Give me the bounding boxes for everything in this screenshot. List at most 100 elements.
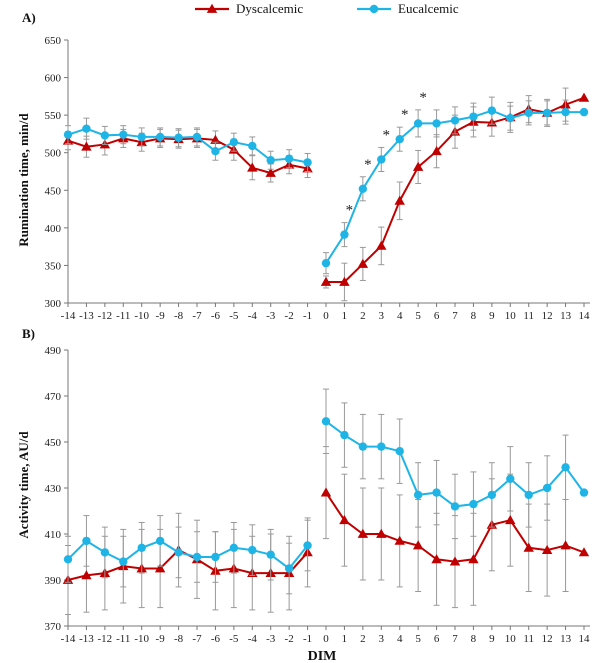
panel-b-eucalcemic-point [82, 536, 91, 546]
panel-a-dyscalcemic-point [210, 134, 221, 144]
panel-a-eucalcemic-point [174, 133, 183, 142]
panel-b-dyscalcemic-point [154, 563, 166, 573]
panel-a-eucalcemic-point [63, 130, 73, 139]
panel-a-x-tick-label: -13 [79, 310, 94, 322]
panel-a-x-tick-label: -7 [192, 310, 202, 322]
panel-b-eucalcemic-point [469, 499, 478, 509]
panel-a-x-tick-label: -14 [61, 310, 76, 322]
panel-b-eucalcemic-point [524, 490, 533, 500]
panel-a-dyscalcemic-line [67, 137, 308, 175]
panel-b-eucalcemic-point [561, 463, 570, 472]
panel-b-x-tick-label: 10 [505, 633, 517, 645]
panel-b-dyscalcemic-point [578, 547, 590, 557]
panel-b-y-tick-label: 390 [45, 575, 62, 587]
panel-b-x-tick-label: 0 [323, 633, 329, 645]
panel-a-significance-marker: * [364, 157, 372, 173]
panel-a-x-tick-label: -2 [285, 310, 294, 322]
panel-a-eucalcemic-point [506, 113, 515, 123]
panel-b-eucalcemic-point [303, 541, 312, 550]
panel-b-x-tick-label: 12 [542, 633, 553, 645]
panel-b-eucalcemic-point [192, 552, 202, 562]
legend: Dyscalcemic Eucalcemic [195, 1, 459, 16]
panel-a-eucalcemic-point [524, 108, 533, 118]
panel-a-eucalcemic-point [487, 106, 497, 115]
panel-b-x-tick-label: -8 [174, 633, 184, 645]
panel-a-x-tick-label: 1 [342, 310, 348, 322]
panel-b-eucalcemic-point [174, 548, 183, 557]
panel-b-eucalcemic-point [119, 557, 128, 566]
panel-b-x-tick-label: -5 [229, 633, 239, 645]
panel-b-eucalcemic-point [542, 483, 552, 493]
panel-b-eucalcemic-point [395, 447, 404, 456]
panel-b-x-tick-label: -9 [156, 633, 166, 645]
panel-a-label: A) [22, 10, 36, 25]
panel-a-dyscalcemic-point [357, 258, 369, 268]
panel-a-eucalcemic-point [100, 131, 110, 140]
panel-a-eucalcemic-point [321, 258, 331, 268]
panel-a-eucalcemic-point [137, 132, 146, 142]
panel-a-eucalcemic-point [450, 116, 460, 125]
panel-a-eucalcemic-point [358, 184, 368, 193]
panel-b-eucalcemic-point [137, 543, 146, 552]
panel-b-eucalcemic-point [579, 488, 589, 497]
panel-b-x-tick-label: 9 [489, 633, 495, 645]
legend-eucalcemic-marker [369, 4, 379, 14]
panel-b: B) Activity time, AU/d DIM 3703904104304… [16, 326, 590, 663]
panel-a-x-tick-label: 5 [415, 310, 421, 322]
panel-b-label: B) [22, 326, 35, 341]
panel-b-x-tick-label: 7 [452, 633, 458, 645]
panel-a-eucalcemic-point [413, 119, 423, 128]
panel-b-dyscalcemic-point [541, 544, 553, 554]
panel-b-dyscalcemic-point [412, 540, 424, 550]
panel-a-y-tick-label: 500 [45, 148, 62, 160]
panel-a-eucalcemic-point [248, 141, 257, 151]
panel-b-x-tick-label: -11 [116, 633, 130, 645]
panel-a-y-tick-label: 550 [45, 110, 62, 122]
panel-b-x-tick-label: 3 [379, 633, 385, 645]
x-axis-title: DIM [308, 649, 337, 663]
panel-a-eucalcemic-point [395, 134, 404, 144]
panel-a-eucalcemic-point [229, 137, 239, 147]
panel-a-eucalcemic-point [561, 107, 570, 117]
panel-a-dyscalcemic-point [431, 146, 442, 156]
panel-a-x-tick-label: 8 [471, 310, 477, 322]
panel-b-dyscalcemic-point [320, 487, 332, 497]
panel-b-dyscalcemic-point [394, 535, 405, 545]
panel-a-x-tick-label: -12 [98, 310, 113, 322]
panel-a-significance-marker: * [346, 203, 354, 219]
panel-b-eucalcemic-point [432, 488, 441, 497]
panel-a-dyscalcemic-point [394, 195, 405, 205]
panel-b-x-tick-label: -4 [248, 633, 258, 645]
panel-b-x-tick-label: 11 [523, 633, 534, 645]
panel-a-eucalcemic-point [340, 230, 349, 239]
panel-b-eucalcemic-point [358, 442, 368, 451]
panel-b-x-tick-label: 8 [471, 633, 477, 645]
panel-a-y-tick-label: 350 [45, 260, 62, 272]
panel-a-x-tick-label: 6 [434, 310, 440, 322]
panel-b-x-tick-label: 2 [360, 633, 366, 645]
panel-a-eucalcemic-point [266, 156, 275, 165]
panel-a-y-axis-title: Rumination time, min/d [16, 113, 31, 247]
panel-b-y-tick-label: 410 [45, 529, 62, 541]
panel-a-x-tick-label: -11 [116, 310, 130, 322]
panel-a-eucalcemic-point [284, 154, 294, 163]
panel-a-eucalcemic-point [82, 124, 91, 133]
panel-b-dyscalcemic-point [357, 528, 369, 538]
panel-b-eucalcemic-point [413, 490, 423, 500]
panel-b-y-tick-label: 470 [45, 391, 62, 403]
panel-a-y-tick-label: 650 [45, 35, 62, 47]
panel-b-y-axis-title: Activity time, AU/d [16, 431, 31, 539]
panel-a-y-tick-label: 450 [45, 185, 62, 197]
panel-b-eucalcemic-point [211, 552, 220, 562]
legend-dyscalcemic-marker [206, 3, 218, 13]
panel-b-x-tick-label: 14 [579, 633, 591, 645]
panel-a-dyscalcemic-point [578, 92, 590, 102]
panel-a-x-tick-label: 7 [452, 310, 458, 322]
panel-a-y-tick-label: 300 [45, 298, 62, 310]
panel-b-dyscalcemic-point [449, 556, 461, 566]
panel-b-eucalcemic-point [377, 442, 386, 451]
panel-a-eucalcemic-point [303, 158, 312, 167]
panel-b-x-tick-label: 5 [415, 633, 421, 645]
panel-b-eucalcemic-point [450, 502, 460, 511]
panel-b-dyscalcemic-point [376, 528, 387, 538]
